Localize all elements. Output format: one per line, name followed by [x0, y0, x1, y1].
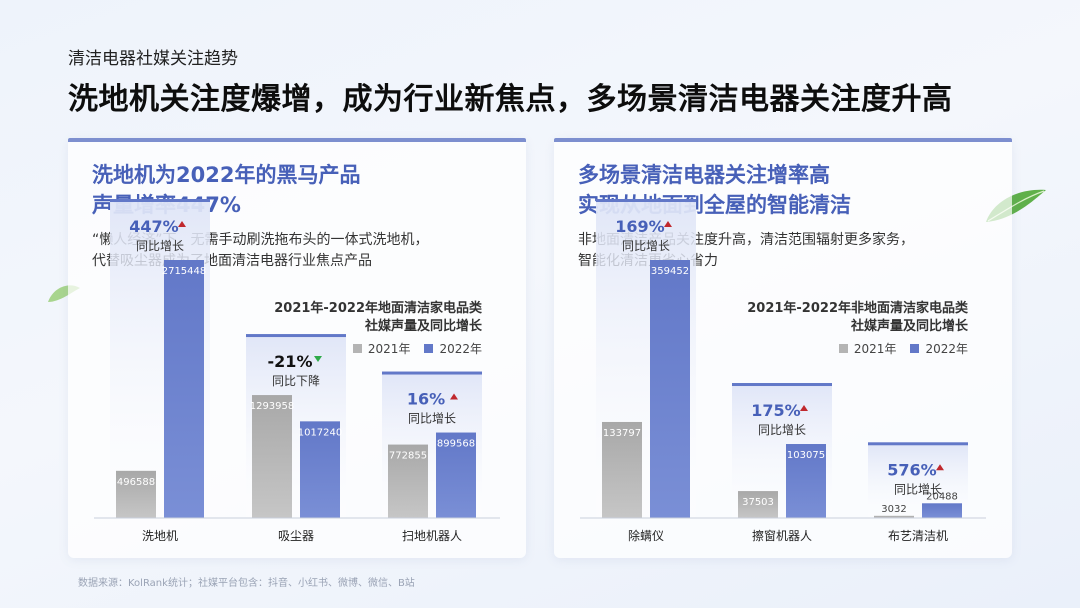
growth-label: 同比增长: [408, 412, 456, 426]
growth-up-arrow-icon: [664, 221, 672, 227]
legend-swatch: [424, 344, 434, 353]
growth-label: 同比增长: [622, 239, 670, 253]
growth-up-arrow-icon: [800, 405, 808, 412]
bar-group-topline: [382, 371, 482, 375]
legend-label: 2022年: [439, 342, 482, 356]
chart-title-line: 2021年-2022年非地面清洁家电品类: [747, 301, 968, 316]
growth-label: 同比增长: [894, 482, 942, 496]
card-title-line: 多场景清洁电器关注增率高: [578, 163, 830, 187]
data-label-2022: 1017240: [298, 427, 343, 438]
bar-2022: [300, 421, 340, 518]
legend-item-2022: 2022年: [910, 340, 968, 357]
growth-up-arrow-icon: [936, 464, 944, 471]
growth-value: 447%: [129, 217, 178, 236]
bar-2021: [252, 395, 292, 518]
data-label-2021: 3032: [881, 504, 906, 515]
chart-title-line: 社媒声量及同比增长: [850, 319, 968, 334]
ground-cleaning-card: 洗地机为2022年的黑马产品 声量增率447% “懒人经济”下，无需手动刷洗拖布…: [68, 138, 526, 558]
bar-2022: [650, 260, 690, 518]
data-label-2021: 496588: [117, 477, 155, 488]
bar-group-topline: [596, 199, 696, 202]
bar-2021: [874, 515, 914, 518]
category-label: 扫地机器人: [402, 529, 462, 543]
legend-item-2021: 2021年: [352, 340, 411, 357]
chart-title-line: 社媒声量及同比增长: [364, 319, 482, 334]
category-label: 吸尘器: [278, 529, 314, 543]
bar-2021: [602, 421, 642, 518]
growth-label: 同比增长: [136, 239, 184, 253]
data-label-2021: 37503: [742, 497, 774, 508]
section-subtitle: 清洁电器社媒关注趋势: [68, 49, 238, 69]
data-label-2022: 20488: [926, 491, 958, 502]
growth-label: 同比增长: [758, 423, 806, 437]
legend-swatch: [838, 344, 848, 353]
data-label-2022: 103075: [787, 450, 825, 461]
legend-item-2021: 2021年: [838, 340, 897, 357]
bar-2021: [738, 491, 778, 518]
chart-title: 2021年-2022年地面清洁家电品类 社媒声量及同比增长: [274, 300, 482, 336]
card-title-line: 洗地机为2022年的黑马产品: [92, 163, 361, 187]
legend-label: 2021年: [367, 342, 411, 356]
bar-2021: [116, 470, 156, 518]
growth-down-arrow-icon: [314, 356, 322, 363]
chart-title-line: 2021年-2022年地面清洁家电品类: [274, 301, 482, 316]
chart-legend: 2021年 2022年: [838, 340, 968, 357]
growth-label: 同比下降: [272, 374, 320, 388]
data-label-2022: 899568: [437, 439, 475, 450]
chart-legend: 2021年 2022年: [352, 340, 482, 357]
bar-2022: [922, 503, 962, 518]
category-label: 洗地机: [142, 529, 178, 543]
chart-title: 2021年-2022年非地面清洁家电品类 社媒声量及同比增长: [747, 300, 968, 336]
growth-value: 576%: [887, 460, 936, 479]
data-label-2021: 1293958: [250, 401, 295, 412]
bar-group-topline: [246, 334, 346, 338]
growth-value: 16%: [407, 390, 445, 409]
bar-group-topline: [868, 442, 968, 446]
growth-up-arrow-icon: [450, 393, 458, 400]
category-label: 擦窗机器人: [752, 529, 812, 543]
bar-2022: [436, 432, 476, 518]
card-title: 洗地机为2022年的黑马产品 声量增率447%: [92, 160, 360, 220]
page-headline: 洗地机关注度爆增，成为行业新焦点，多场景清洁电器关注度升高: [68, 82, 953, 117]
multi-scene-cleaning-card: 多场景清洁电器关注增率高 实现从地面到全屋的智能清洁 非地面清洁产品关注度升高，…: [554, 138, 1012, 558]
growth-value: -21%: [268, 352, 313, 371]
bar-group-topline: [110, 199, 210, 202]
legend-label: 2022年: [925, 342, 968, 356]
legend-swatch: [352, 344, 362, 353]
legend-label: 2021年: [853, 342, 897, 356]
bar-2022: [164, 260, 204, 518]
growth-value: 169%: [615, 217, 664, 236]
category-label: 布艺清洁机: [888, 529, 948, 543]
data-label-2021: 133797: [603, 428, 641, 439]
legend-swatch: [910, 344, 920, 353]
bar-2021: [388, 444, 428, 518]
data-source-note: 数据来源：KolRank统计；社媒平台包含：抖音、小红书、微博、微信、B站: [78, 578, 415, 589]
data-label-2022: 359452: [651, 266, 689, 277]
category-label: 除螨仪: [628, 528, 664, 543]
bar-group-topline: [732, 383, 832, 387]
data-label-2021: 772855: [389, 451, 427, 462]
growth-value: 175%: [751, 401, 800, 420]
legend-item-2022: 2022年: [424, 340, 482, 357]
card-title: 多场景清洁电器关注增率高 实现从地面到全屋的智能清洁: [578, 160, 851, 220]
bar-2022: [786, 444, 826, 518]
growth-up-arrow-icon: [178, 221, 186, 227]
data-label-2022: 2715448: [162, 266, 207, 277]
